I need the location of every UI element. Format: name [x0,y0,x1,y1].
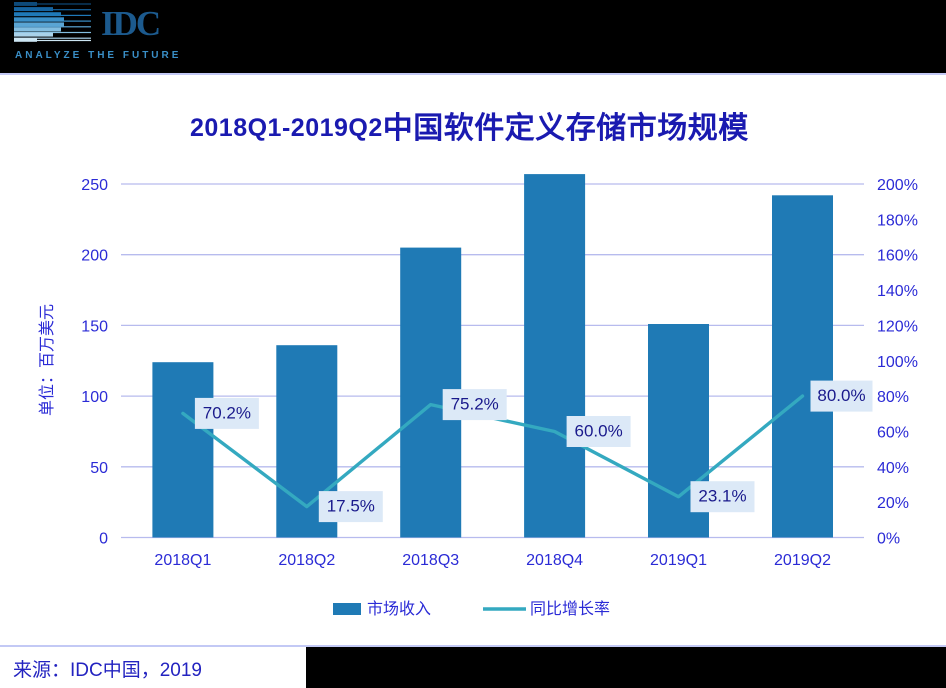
svg-text:100%: 100% [877,354,918,371]
svg-text:75.2%: 75.2% [451,395,499,414]
svg-text:2018Q1: 2018Q1 [154,552,211,569]
svg-text:80.0%: 80.0% [817,386,865,405]
svg-text:120%: 120% [877,318,918,335]
svg-text:140%: 140% [877,283,918,300]
svg-text:250: 250 [81,177,108,194]
svg-text:60.0%: 60.0% [574,422,622,441]
svg-text:70.2%: 70.2% [203,403,251,422]
svg-text:0: 0 [99,531,108,548]
svg-text:2018Q2: 2018Q2 [278,552,335,569]
svg-text:60%: 60% [877,424,909,441]
svg-text:0%: 0% [877,531,900,548]
svg-text:100: 100 [81,389,108,406]
svg-text:23.1%: 23.1% [698,487,746,506]
svg-text:80%: 80% [877,389,909,406]
svg-text:2018Q4: 2018Q4 [526,552,583,569]
svg-text:20%: 20% [877,495,909,512]
svg-text:160%: 160% [877,248,918,265]
svg-text:2018Q3: 2018Q3 [402,552,459,569]
svg-text:2019Q1: 2019Q1 [650,552,707,569]
svg-text:单位：百万美元: 单位：百万美元 [38,304,56,416]
svg-text:180%: 180% [877,212,918,229]
svg-text:市场收入: 市场收入 [367,600,431,618]
svg-text:200%: 200% [877,177,918,194]
svg-text:40%: 40% [877,460,909,477]
svg-text:50: 50 [90,460,108,477]
svg-text:200: 200 [81,248,108,265]
svg-text:2019Q2: 2019Q2 [774,552,831,569]
svg-text:17.5%: 17.5% [327,497,375,516]
svg-text:同比增长率: 同比增长率 [530,600,610,618]
svg-text:150: 150 [81,318,108,335]
